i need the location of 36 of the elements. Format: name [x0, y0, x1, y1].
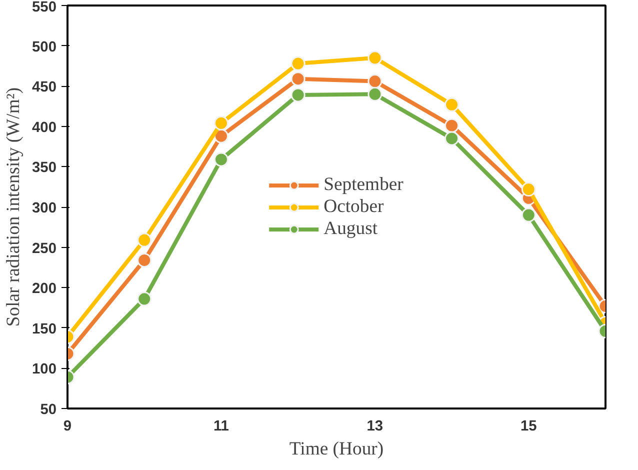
point [521, 208, 536, 222]
y-tick-label: 300 [32, 200, 57, 216]
x-tick-label: 11 [213, 418, 229, 434]
y-tick-label: 150 [32, 321, 57, 338]
y-tick-label: 450 [32, 80, 57, 96]
y-tick-label: 100 [32, 362, 57, 378]
point [444, 118, 460, 133]
point [290, 88, 306, 102]
y-tick-label: 200 [32, 281, 57, 298]
point [444, 131, 460, 146]
point [444, 97, 460, 112]
point [137, 292, 152, 306]
x-tick-label: 13 [366, 418, 384, 434]
legend-label: August [324, 218, 378, 240]
point [214, 152, 228, 167]
y-tick-label: 350 [32, 160, 57, 176]
point [137, 252, 152, 268]
x-tick-label: 15 [520, 418, 537, 434]
y-tick-label: 550 [32, 0, 57, 16]
y-axis-title: Solar radiation intensity (W/m²) [3, 87, 24, 327]
legend-label: September [324, 174, 404, 196]
y-tick-label: 500 [32, 39, 57, 56]
y-tick-label: 400 [32, 120, 57, 136]
y-tick-label: 250 [32, 240, 57, 257]
point [137, 232, 152, 248]
point [290, 72, 306, 86]
point [368, 86, 382, 102]
point [368, 50, 382, 66]
point [368, 74, 382, 88]
legend-label: October [324, 196, 384, 218]
point [290, 56, 306, 71]
x-tick-label: 9 [63, 418, 72, 434]
point [214, 116, 228, 130]
point [521, 182, 536, 197]
y-tick-label: 50 [40, 402, 57, 418]
x-axis-title: Time (Hour) [289, 438, 384, 460]
